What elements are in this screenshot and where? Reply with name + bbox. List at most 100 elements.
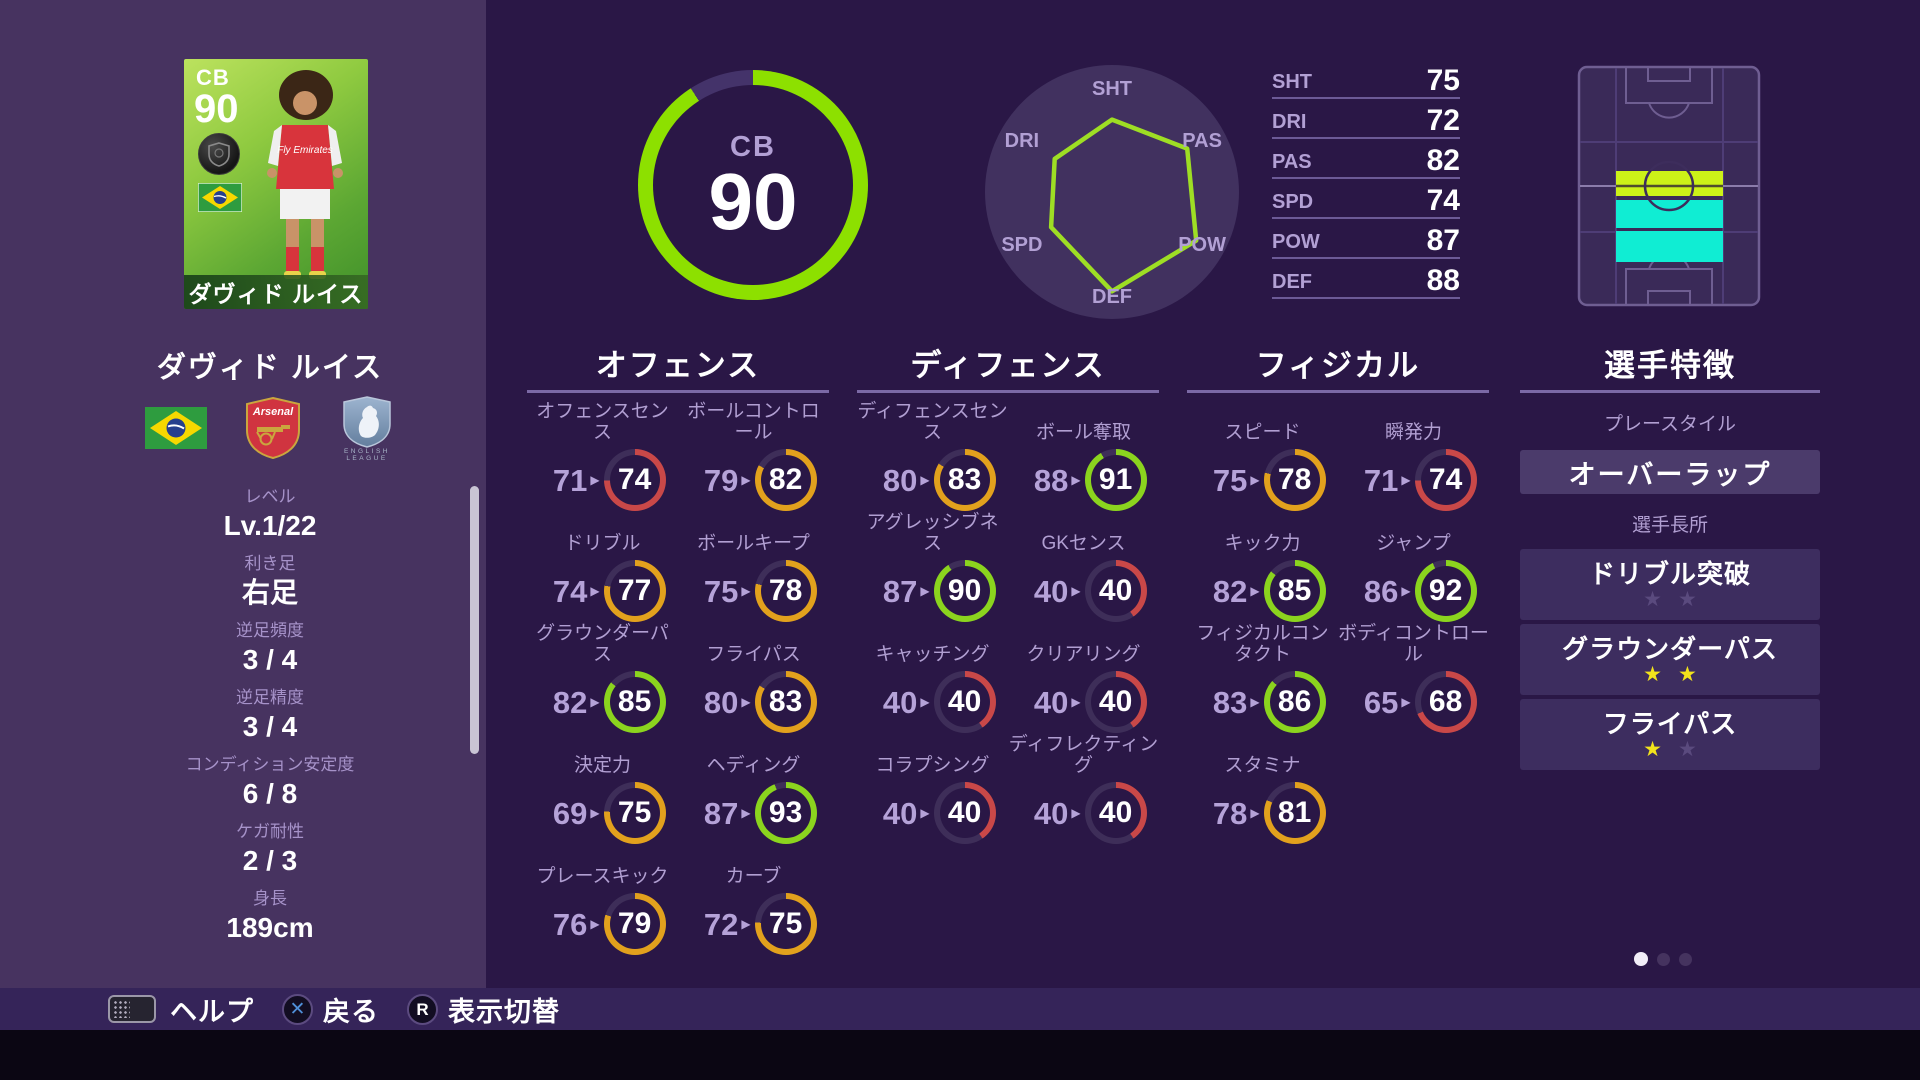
stat-ring-row: 40 ▶ 40: [869, 671, 996, 733]
brazil-flag-icon: [197, 182, 243, 217]
stat-base-value: 40: [1033, 684, 1069, 720]
toggle-view-button[interactable]: R 表示切替: [407, 990, 560, 1029]
stat-base-value: 40: [1033, 795, 1069, 831]
arrow-right-icon: ▶: [590, 584, 600, 598]
stat-cell: 決定力 69 ▶ 75: [527, 734, 678, 845]
stat-label: カーブ: [725, 866, 782, 887]
attribute-value: 189cm: [226, 912, 314, 943]
arrow-right-icon: ▶: [1250, 806, 1260, 820]
stat-ring: 85: [1263, 560, 1326, 622]
stat-cell: グラウンダーパス 82 ▶ 85: [527, 623, 678, 734]
arrow-right-icon: ▶: [590, 473, 600, 487]
stat-base-value: 71: [1363, 462, 1399, 498]
attribute-value: 右足: [241, 577, 298, 608]
stat-ring: 83: [754, 671, 817, 733]
stat-label: オフェンスセンス: [536, 401, 669, 443]
stat-base-value: 74: [552, 573, 588, 609]
r-button-icon: R: [407, 993, 438, 1025]
stat-cell: スピード 75 ▶ 78: [1187, 401, 1338, 512]
stat-ring: 40: [933, 782, 996, 844]
playstyle-button: オーバーラップ: [1520, 450, 1820, 494]
player-info-panel: CB 90: [0, 0, 486, 988]
stat-cell: 瞬発力 71 ▶ 74: [1338, 401, 1489, 512]
pagination-dot[interactable]: [1634, 952, 1648, 966]
strength-stars: ★ ★: [1643, 662, 1697, 686]
section-title: オフェンス: [595, 348, 761, 383]
arrow-right-icon: ▶: [1401, 695, 1411, 709]
stat-current-value: 77: [609, 566, 660, 616]
stat-ring-row: 69 ▶ 75: [539, 782, 666, 844]
overall-position: CB: [730, 130, 776, 163]
stat-current-value: 78: [1269, 455, 1320, 505]
stat-base-value: 75: [703, 573, 739, 609]
stat-ring-row: 79 ▶ 82: [690, 449, 817, 511]
stat-cell: カーブ 72 ▶ 75: [678, 845, 829, 956]
stat-label: ボールキープ: [697, 533, 810, 554]
stat-cell: フライパス 80 ▶ 83: [678, 623, 829, 734]
arrow-right-icon: ▶: [741, 806, 751, 820]
stat-ring: 40: [933, 671, 996, 733]
stat-ring-row: 82 ▶ 85: [1199, 560, 1326, 622]
stat-current-value: 92: [1420, 566, 1471, 616]
stat-base-value: 87: [882, 573, 918, 609]
brazil-flag-icon: [145, 406, 207, 454]
stat-grid: ディフェンスセンス 80 ▶ 83 ボール奪取 88 ▶ 91 アグレッシブネス 87 ▶ 90 GKセ…: [857, 401, 1159, 845]
attribute-label: レベル: [244, 487, 296, 506]
svg-text:ENGLISH: ENGLISH: [344, 448, 390, 455]
pagination-dot[interactable]: [1679, 952, 1692, 966]
stat-label: ジャンプ: [1376, 533, 1451, 554]
help-button[interactable]: ヘルプ: [0, 990, 254, 1029]
attribute-label: 逆足頻度: [236, 621, 304, 640]
summary-row: PAS 82: [1272, 140, 1460, 179]
radar-polygon: [1048, 117, 1199, 294]
star-icon: ★: [1678, 737, 1697, 761]
position-map: [1576, 64, 1762, 313]
stat-label: ボディコントロール: [1338, 623, 1489, 665]
section-offense: オフェンス オフェンスセンス 71 ▶ 74 ボールコントロール 79 ▶ 82 ドリブル 74 ▶…: [527, 340, 829, 956]
stat-label: コラプシング: [875, 755, 990, 776]
stat-current-value: 79: [609, 899, 660, 949]
star-icon: ★: [1678, 662, 1697, 686]
stat-cell: プレースキック 76 ▶ 79: [527, 845, 678, 956]
stat-ring-row: 83 ▶ 86: [1199, 671, 1326, 733]
summary-value: 75: [1426, 64, 1460, 97]
toggle-label: 表示切替: [448, 996, 560, 1027]
attribute-item: 逆足精度 3 / 4: [40, 687, 500, 754]
stat-label: GKセンス: [1041, 533, 1126, 554]
stat-ring: 92: [1414, 560, 1477, 622]
strength-box: フライパス ★ ★: [1520, 699, 1820, 770]
zone-cb-upper: [1616, 200, 1723, 228]
stat-cell: ボール奪取 88 ▶ 91: [1008, 401, 1159, 512]
strength-stars: ★ ★: [1643, 587, 1697, 611]
stat-cell: キャッチング 40 ▶ 40: [857, 623, 1008, 734]
overall-rating: 90: [708, 156, 798, 246]
back-button[interactable]: ✕ 戻る: [282, 990, 379, 1029]
stat-ring-row: 65 ▶ 68: [1350, 671, 1477, 733]
stat-ring: 40: [1084, 671, 1147, 733]
attribute-value: Lv.1/22: [223, 510, 317, 541]
ball-emblem-icon: [198, 133, 240, 175]
arrow-right-icon: ▶: [920, 695, 930, 709]
attribute-label: 利き足: [244, 554, 296, 573]
attribute-item: レベル Lv.1/22: [40, 486, 500, 553]
panel-scrollbar[interactable]: [470, 486, 479, 754]
stat-current-value: 83: [939, 455, 990, 505]
star-icon: ★: [1643, 587, 1662, 611]
section-physical: フィジカル スピード 75 ▶ 78 瞬発力 71 ▶ 74 キック力 82 ▶ 85 ジャンプ 86 ▶ 9…: [1187, 340, 1489, 845]
badges-row: Arsenal ENGLISH LEA: [40, 395, 500, 462]
stat-cell: クリアリング 40 ▶ 40: [1008, 623, 1159, 734]
stat-current-value: 74: [1420, 455, 1471, 505]
stat-label: グラウンダーパス: [536, 623, 669, 665]
stat-ring-row: 80 ▶ 83: [869, 449, 996, 511]
stat-ring-row: 71 ▶ 74: [1350, 449, 1477, 511]
arrow-right-icon: ▶: [741, 695, 751, 709]
pagination-dot[interactable]: [1657, 952, 1670, 966]
help-label: ヘルプ: [170, 996, 254, 1027]
stat-label: 瞬発力: [1384, 422, 1442, 443]
stat-base-value: 40: [882, 684, 918, 720]
radar-chart: SHT PAS POW DEF SPD DRI: [982, 62, 1242, 322]
stat-current-value: 82: [760, 455, 811, 505]
attribute-value: 3 / 4: [242, 644, 298, 675]
arrow-right-icon: ▶: [741, 917, 751, 931]
summary-label: DRI: [1272, 111, 1307, 133]
